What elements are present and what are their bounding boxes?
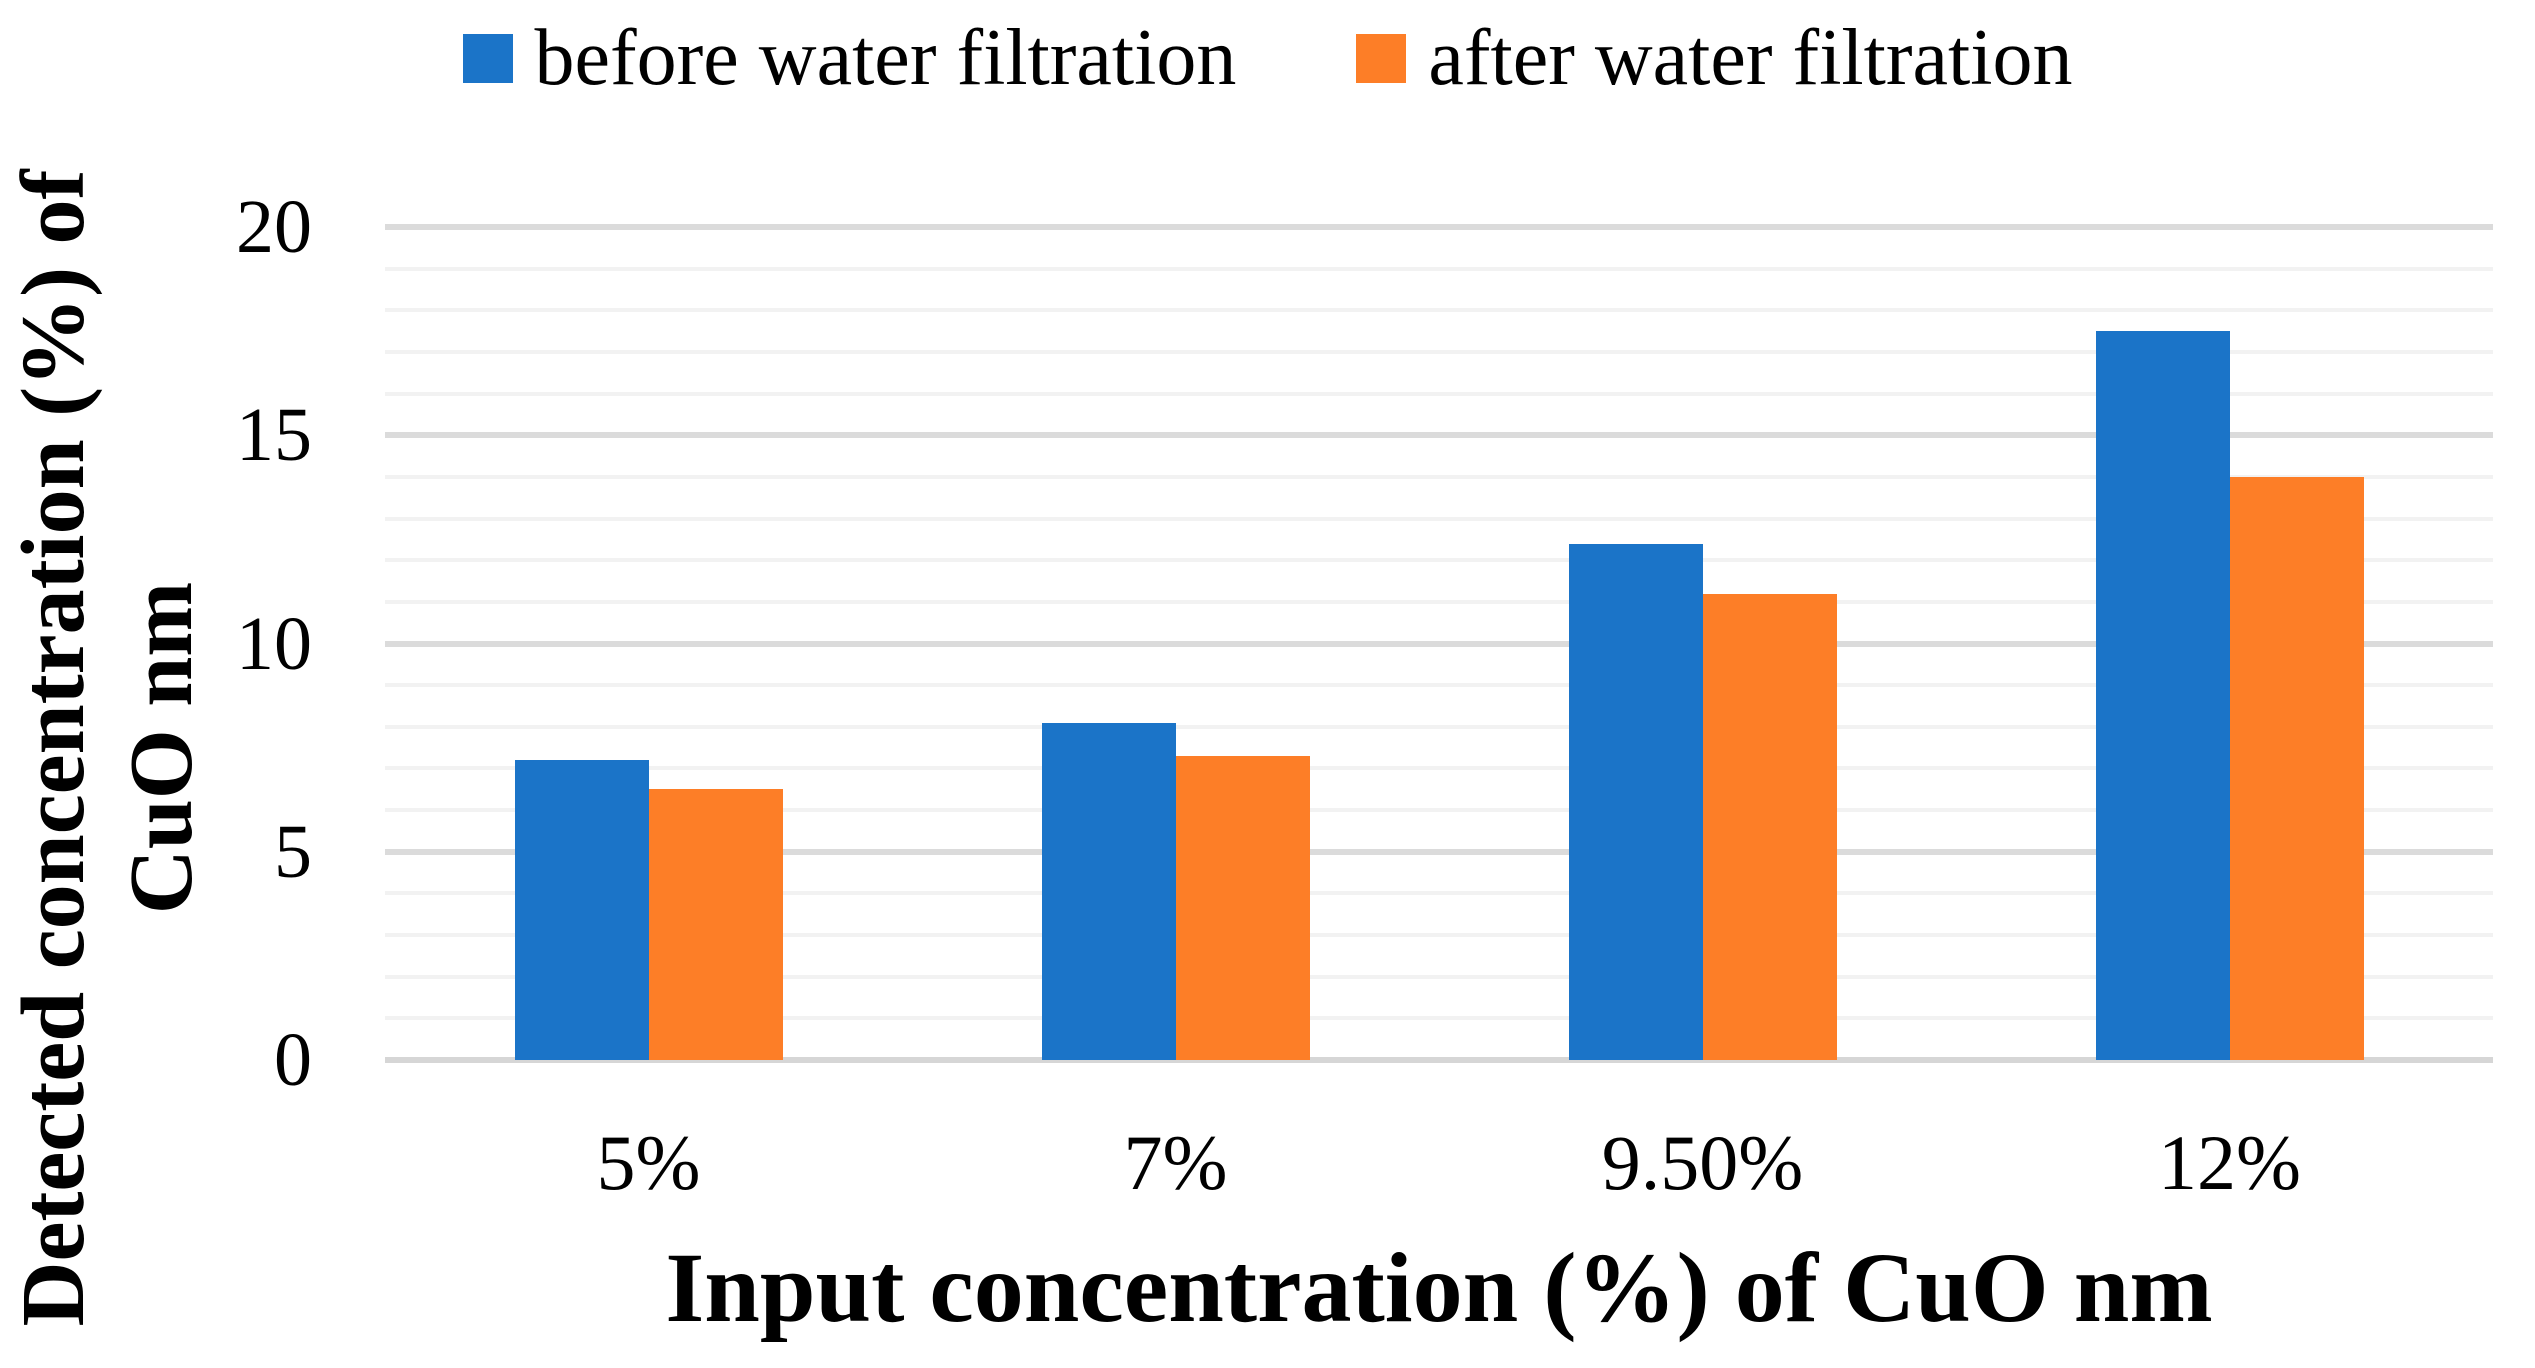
- minor-gridline-2: [385, 974, 2493, 979]
- bar-after-12%: [2229, 476, 2364, 1060]
- y-tick-label-0: 0: [274, 1018, 312, 1102]
- minor-gridline-14: [385, 474, 2493, 479]
- bar-after-5%: [648, 789, 783, 1060]
- legend-swatch-before: [462, 33, 513, 83]
- minor-gridline-11: [385, 599, 2493, 604]
- y-tick-label-20: 20: [236, 185, 312, 269]
- bar-after-7%: [1175, 755, 1310, 1060]
- x-category-label-9.50%: 9.50%: [1601, 1119, 1804, 1206]
- minor-gridline-17: [385, 349, 2493, 354]
- minor-gridline-3: [385, 933, 2493, 938]
- legend: before water filtration after water filtr…: [0, 16, 2535, 100]
- x-axis-tick-labels: 5% 7% 9.50% 12%: [385, 1118, 2493, 1228]
- minor-gridline-18: [385, 308, 2493, 313]
- bar-after-9.50%: [1702, 593, 1837, 1060]
- minor-gridline-19: [385, 266, 2493, 271]
- bar-before-5%: [514, 760, 649, 1060]
- x-axis-title: Input concentration (%) of CuO nm: [665, 1232, 2213, 1343]
- minor-gridline-7: [385, 766, 2493, 771]
- major-gridline-20: [385, 224, 2493, 230]
- y-tick-label-15: 15: [236, 393, 312, 478]
- major-gridline-10: [385, 640, 2493, 647]
- legend-swatch-after: [1356, 33, 1407, 83]
- x-category-label-5%: 5%: [596, 1119, 701, 1206]
- major-gridline-5: [385, 848, 2493, 855]
- y-axis-tick-labels: 0 5 10 15 20: [0, 189, 312, 1098]
- plot-area: [385, 224, 2493, 1063]
- minor-gridline-13: [385, 516, 2493, 521]
- x-axis-line: [385, 1057, 2493, 1063]
- legend-item-before: before water filtration: [462, 14, 1237, 102]
- minor-gridline-4: [385, 891, 2493, 896]
- minor-gridline-12: [385, 558, 2493, 563]
- minor-gridline-1: [385, 1016, 2493, 1021]
- minor-gridline-6: [385, 808, 2493, 813]
- y-tick-label-5: 5: [274, 809, 312, 894]
- legend-item-after: after water filtration: [1356, 18, 2072, 98]
- legend-label-before: before water filtration: [534, 14, 1237, 102]
- bar-before-12%: [2095, 331, 2230, 1060]
- x-category-label-12%: 12%: [2158, 1119, 2301, 1206]
- minor-gridline-8: [385, 724, 2493, 729]
- major-gridline-15: [385, 432, 2493, 439]
- bar-before-9.50%: [1568, 543, 1703, 1060]
- x-category-label-7%: 7%: [1123, 1119, 1228, 1206]
- y-tick-label-10: 10: [236, 601, 312, 686]
- minor-gridline-9: [385, 683, 2493, 688]
- legend-label-after: after water filtration: [1428, 14, 2073, 102]
- minor-gridline-16: [385, 391, 2493, 396]
- bar-before-7%: [1041, 722, 1176, 1060]
